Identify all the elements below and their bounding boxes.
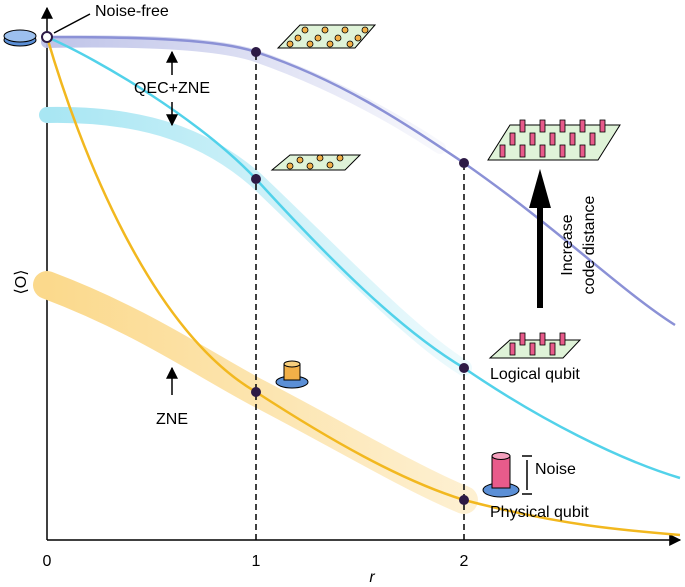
qec-zne-label: QEC+ZNE: [134, 80, 210, 97]
disc-icon: [3, 29, 37, 47]
qubits: [286, 26, 606, 356]
y-axis-label: ⟨O⟩: [13, 270, 30, 295]
curves: [45, 35, 681, 537]
bands: [33, 35, 478, 514]
zne-label: ZNE: [156, 411, 188, 428]
dashed-lines: [255, 52, 465, 540]
x-tick-label: 1: [252, 553, 261, 570]
points: [251, 47, 469, 505]
noise-label: Noise: [535, 461, 576, 478]
plates: [270, 24, 621, 359]
increase-label: code distance: [581, 196, 598, 295]
single-qubit-pink: [482, 452, 520, 498]
logical-qubit-label: Logical qubit: [490, 366, 580, 383]
x-axis-label: r: [369, 569, 375, 586]
x-tick-label: 0: [43, 553, 52, 570]
x-tick-label: 2: [460, 553, 469, 570]
single-qubit-orange: [275, 360, 309, 389]
noise-free-label: Noise-free: [95, 3, 169, 20]
noise-free-point: [41, 31, 53, 43]
physical-qubit-label: Physical qubit: [490, 504, 589, 521]
arrows: [53, 13, 551, 495]
increase-label: Increase: [559, 214, 576, 275]
